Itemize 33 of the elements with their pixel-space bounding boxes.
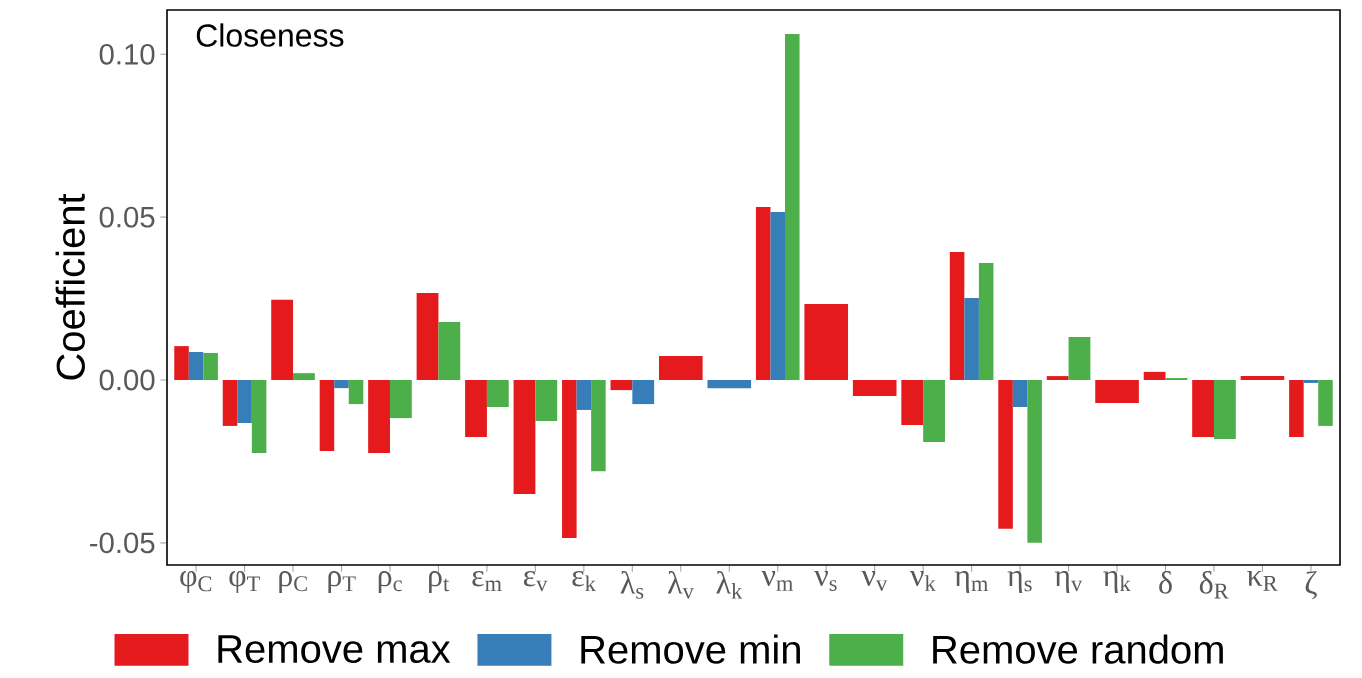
x-tick-label: η$_{v}$: [1054, 571, 1083, 593]
y-tick-label: 0.05: [99, 206, 155, 228]
x-tick-label: δ: [1159, 571, 1172, 594]
x-tick-label: ν$_{s}$: [814, 571, 837, 591]
x-tick-label: ν$_{m}$: [761, 571, 793, 591]
y-tick-label: 0.00: [99, 369, 155, 391]
x-tick-label: ε$_{v}$: [523, 571, 548, 592]
x-tick-label: δ$_{R}$: [1199, 571, 1229, 599]
x-tick-label: φ$_{C}$: [180, 571, 212, 593]
x-tick-label: ρ$_{c}$: [378, 571, 402, 593]
x-tick-label: φ$_{T}$: [229, 571, 260, 593]
x-tick-label: λ$_{s}$: [620, 571, 644, 599]
x-tick-label: λ$_{k}$: [716, 571, 743, 599]
x-tick-label: η$_{m}$: [954, 571, 989, 593]
legend-label: Remove min: [581, 634, 800, 664]
legend-label: Remove max: [218, 635, 451, 664]
x-tick-label: η$_{k}$: [1103, 571, 1131, 593]
y-axis-title: Coefficient: [55, 193, 85, 380]
chart-title: Closeness: [196, 23, 344, 47]
x-tick-label: κ$_{R}$: [1247, 571, 1278, 591]
legend-label: Remove random: [933, 634, 1223, 664]
y-tick-label: -0.05: [90, 532, 155, 554]
x-tick-label: ε$_{k}$: [572, 571, 596, 592]
x-tick-label: ρ$_{T}$: [328, 571, 356, 593]
x-tick-label: ρ$_{t}$: [429, 571, 450, 593]
x-tick-label: ν$_{v}$: [861, 571, 888, 591]
x-tick-label: η$_{s}$: [1007, 571, 1032, 593]
x-tick-label: ν$_{k}$: [910, 571, 936, 591]
x-tick-label: λ$_{v}$: [667, 571, 694, 599]
x-tick-label: ρ$_{C}$: [279, 571, 307, 593]
y-tick-label: 0.10: [99, 43, 155, 65]
x-tick-label: ζ: [1305, 571, 1317, 600]
x-tick-label: ε$_{m}$: [472, 571, 502, 592]
